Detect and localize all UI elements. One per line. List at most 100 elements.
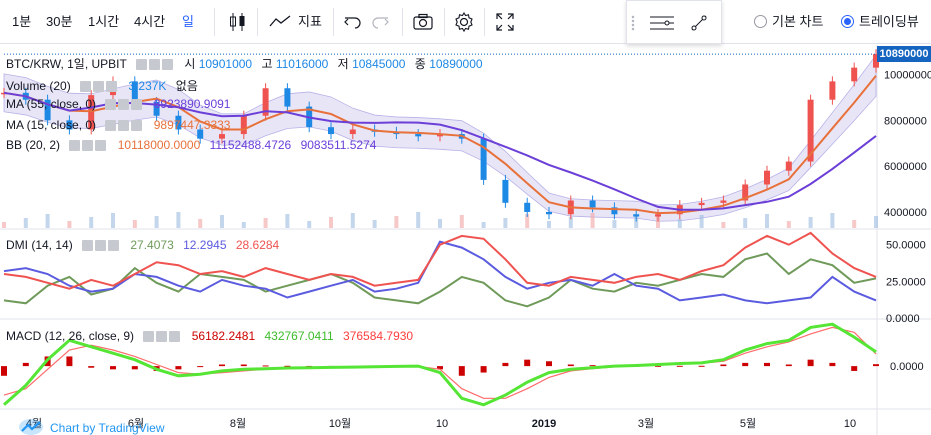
candle-body — [44, 99, 51, 121]
volume-bar — [786, 221, 791, 228]
macd-histogram-bar — [1, 366, 7, 376]
high-label: 고 — [261, 57, 273, 71]
volume-label: Volume (20) — [6, 79, 71, 93]
candle-body — [655, 214, 661, 217]
volume-bar — [241, 222, 246, 228]
macd-histogram-bar — [567, 364, 574, 367]
main-legend: BTC/KRW, 1일, UPBIT 시 10901000 고 11016000… — [6, 55, 483, 73]
volume-ma-value: 없음 — [175, 79, 198, 93]
dmi-adx-line — [3, 252, 877, 308]
toolbar-divider — [333, 8, 334, 36]
open-label: 시 — [184, 57, 196, 71]
candle-body — [546, 211, 552, 215]
lines-settings-icon[interactable] — [647, 11, 677, 35]
drag-handle-icon[interactable] — [631, 15, 635, 31]
undo-icon[interactable] — [341, 10, 365, 34]
volume-bar — [481, 222, 486, 228]
macd-histogram-bar — [219, 364, 225, 367]
macd-histogram-bar — [807, 359, 814, 367]
volume-bar — [612, 220, 617, 228]
volume-bar — [438, 219, 442, 228]
macd-histogram-bar — [546, 361, 552, 367]
macd-histogram-bar — [22, 362, 29, 367]
x-tick-label: 2019 — [532, 418, 556, 430]
candle-body — [807, 99, 814, 162]
indicator-icon — [269, 15, 291, 27]
candle-body — [240, 115, 247, 135]
macd-histogram-bar — [197, 366, 204, 368]
candle-body — [349, 129, 356, 135]
x-tick-label: 5월 — [740, 417, 756, 430]
legend-buttons[interactable] — [105, 120, 144, 134]
close-value: 10890000 — [429, 57, 483, 71]
toolbar-divider — [444, 8, 445, 36]
macd-legend: MACD (12, 26, close, 9) 56182.2481 43276… — [6, 329, 413, 345]
macd-histogram-bar — [829, 362, 836, 367]
price-tick-label: 8000000 — [884, 115, 927, 127]
candle-body — [415, 134, 422, 137]
volume-bar — [525, 214, 530, 228]
volume-bar — [394, 216, 399, 228]
bb-legend: BB (20, 2) 10118000.0000 11152488.4726 9… — [6, 138, 376, 154]
ma55-value: 8923890.9091 — [153, 97, 231, 111]
toolbar: 1분 30분 1시간 4시간 일 지표 기본 차트 — [0, 0, 931, 44]
volume-bar — [590, 213, 595, 228]
x-tick-label: 10 — [844, 418, 856, 430]
bb-lower-value: 9083511.5274 — [300, 138, 377, 152]
tradingview-logo-icon — [19, 419, 43, 435]
legend-buttons[interactable] — [82, 240, 121, 254]
candle-body — [742, 184, 749, 201]
candle-body — [66, 120, 73, 130]
legend-buttons[interactable] — [135, 59, 175, 73]
macd-histogram-bar — [502, 362, 509, 367]
floating-tool-panel — [626, 0, 722, 44]
candle-body — [175, 115, 182, 130]
volume-bar — [45, 214, 50, 228]
volume-bar — [808, 217, 813, 228]
candles-icon[interactable] — [226, 10, 250, 34]
price-tick-label: 10000000 — [884, 69, 931, 81]
legend-buttons[interactable] — [69, 140, 108, 154]
drawing-tool-icon[interactable] — [687, 11, 711, 35]
legend-buttons[interactable] — [143, 331, 182, 345]
volume-bar — [874, 216, 878, 228]
indicator-button[interactable]: 지표 — [268, 10, 328, 34]
low-label: 저 — [337, 57, 349, 71]
legend-buttons[interactable] — [105, 99, 144, 113]
macd-histogram-bar — [66, 356, 73, 367]
chart-canvas[interactable]: 10000000 8000000 6000000 4000000 50.0000 25.0… — [0, 45, 931, 435]
radio-dot — [754, 15, 767, 28]
candle-body — [524, 202, 531, 212]
volume-bar — [765, 214, 769, 228]
camera-icon[interactable] — [411, 10, 435, 34]
candle-body — [764, 170, 770, 185]
macd-histogram-bar — [437, 366, 443, 370]
tradingview-link[interactable]: Chart by TradingView — [18, 418, 165, 435]
interval-1d[interactable]: 일 — [182, 14, 194, 29]
macd-line — [3, 322, 877, 407]
interval-1m[interactable]: 1분 — [12, 14, 32, 29]
x-tick-label: 8월 — [230, 417, 246, 430]
volume-bar — [568, 217, 573, 228]
trading-chart[interactable]: 10000000 8000000 6000000 4000000 50.0000 25.0… — [0, 45, 931, 435]
volume-bar — [307, 221, 312, 228]
interval-1h[interactable]: 1시간 — [88, 14, 120, 29]
volume-bar — [176, 212, 181, 228]
legend-buttons[interactable] — [80, 81, 119, 95]
volume-bar — [547, 221, 551, 228]
radio-basic-chart[interactable]: 기본 차트 — [754, 0, 823, 44]
gear-icon[interactable] — [452, 10, 476, 34]
redo-icon[interactable] — [368, 10, 392, 34]
volume-bar — [111, 213, 115, 228]
macd-histogram-bar — [262, 365, 269, 367]
radio-tradingview[interactable]: 트레이딩뷰 — [841, 0, 919, 44]
fullscreen-icon[interactable] — [493, 10, 517, 34]
interval-4h[interactable]: 4시간 — [134, 14, 166, 29]
symbol-label: BTC/KRW, 1일, UPBIT — [6, 57, 127, 71]
macd-histogram-bar — [764, 362, 770, 367]
radio-dot — [841, 15, 854, 28]
interval-30m[interactable]: 30분 — [46, 14, 73, 29]
bb-upper-value: 11152488.4726 — [209, 138, 292, 152]
dmi-minus-value: 12.2945 — [183, 238, 227, 252]
macd-histogram-bar — [873, 364, 879, 367]
